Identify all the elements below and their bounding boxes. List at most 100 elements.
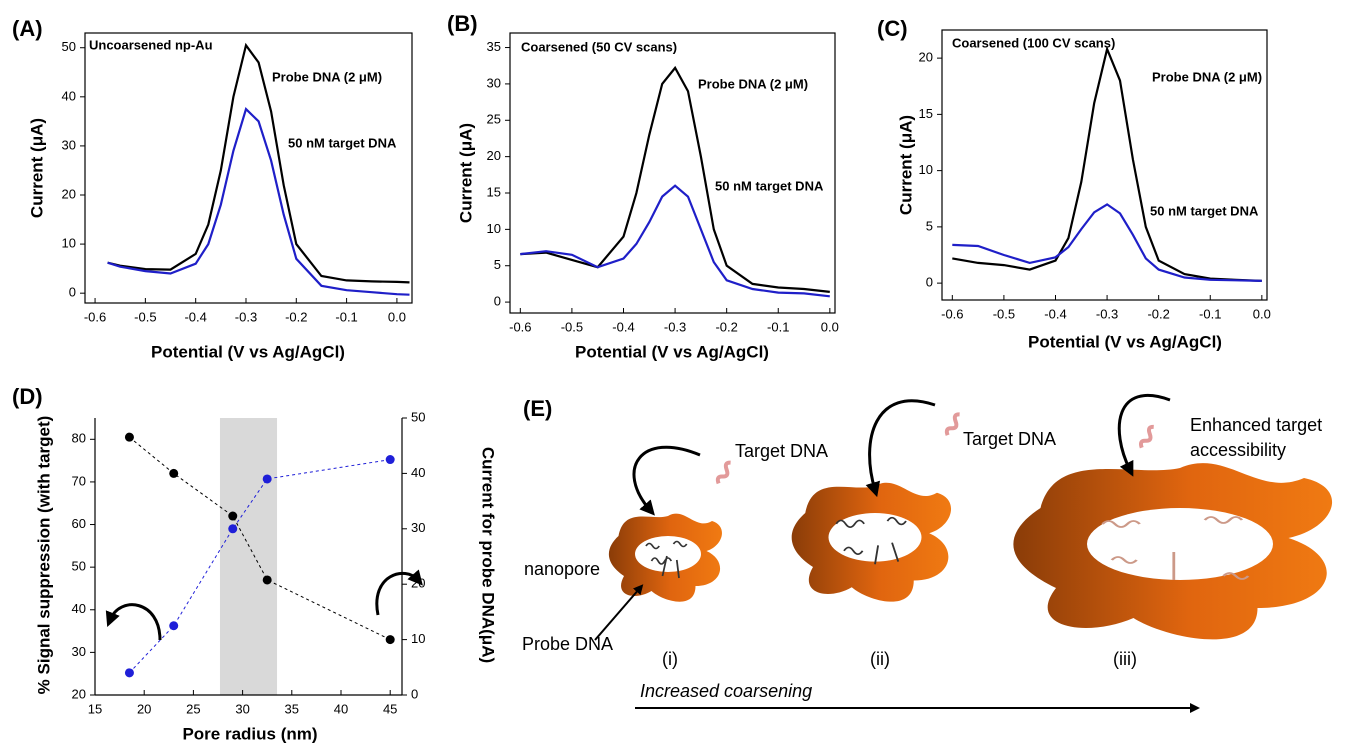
- x-tick-label: -0.3: [664, 319, 686, 334]
- y-tick-label: 20: [919, 50, 933, 65]
- point: [262, 575, 272, 585]
- annotation: Probe DNA (2 μM): [272, 69, 382, 84]
- y2-tick-label: 0: [411, 686, 418, 701]
- x-tick-label: -0.5: [561, 319, 583, 334]
- y-tick-label: 20: [62, 186, 76, 201]
- point: [385, 455, 395, 465]
- x-tick-label: -0.5: [993, 306, 1015, 321]
- x-axis-label: Potential (V vs Ag/AgCl): [151, 342, 345, 361]
- y2-tick-label: 20: [411, 576, 425, 591]
- x-tick-label: 35: [285, 701, 299, 716]
- point: [124, 668, 134, 678]
- x-tick-label: -0.3: [1096, 306, 1118, 321]
- chart-title: Coarsened (100 CV scans): [952, 35, 1115, 50]
- y2-tick-label: 50: [411, 409, 425, 424]
- series-line: [520, 65, 830, 293]
- x-tick-label: 0.0: [388, 309, 406, 324]
- x-tick-label: -0.5: [134, 309, 156, 324]
- x-tick-label: -0.3: [235, 309, 257, 324]
- x-tick-label: 45: [383, 701, 397, 716]
- nanopore-ii: [791, 482, 952, 602]
- y2-axis-label: Current for probe DNA(μA): [479, 447, 498, 663]
- y-tick-label: 30: [62, 137, 76, 152]
- stage-label: (ii): [870, 649, 890, 669]
- point: [228, 511, 238, 521]
- y-axis-label: Current (μA): [27, 118, 46, 218]
- target-label: Target DNA: [735, 441, 828, 461]
- point: [385, 635, 395, 645]
- target-label: Target DNA: [963, 429, 1056, 449]
- enhanced-label: Enhanced target: [1190, 415, 1322, 435]
- y-axis-label: Current (μA): [456, 123, 475, 223]
- y2-tick-label: 30: [411, 520, 425, 535]
- y-tick-label: 10: [919, 162, 933, 177]
- y-tick-label: 40: [72, 601, 86, 616]
- shaded-range: [219, 418, 278, 695]
- y2-tick-label: 10: [411, 631, 425, 646]
- stage-label: (iii): [1113, 649, 1137, 669]
- panel-label: (E): [523, 396, 552, 421]
- annotation: Probe DNA (2 μM): [1152, 69, 1262, 84]
- plot-frame: [941, 29, 1268, 301]
- y-tick-label: 20: [487, 148, 501, 163]
- diagram: (E) Target DNA Target DNA Enhanced targe…: [522, 393, 1333, 713]
- y-tick-label: 30: [72, 644, 86, 659]
- y-tick-label: 0: [926, 275, 933, 290]
- y-tick-label: 50: [72, 559, 86, 574]
- y-tick-label: 30: [487, 75, 501, 90]
- x-tick-label: -0.2: [285, 309, 307, 324]
- y-tick-label: 60: [72, 516, 86, 531]
- curl-arrow: [105, 603, 162, 641]
- y-tick-label: 10: [62, 236, 76, 251]
- x-axis-label: Potential (V vs Ag/AgCl): [575, 342, 769, 361]
- x-tick-label: -0.2: [1147, 306, 1169, 321]
- panel-label: (A): [12, 16, 43, 41]
- x-tick-label: 0.0: [821, 319, 839, 334]
- point: [169, 468, 179, 478]
- x-tick-label: -0.1: [335, 309, 357, 324]
- y-tick-label: 0: [69, 285, 76, 300]
- y-tick-label: 0: [494, 294, 501, 309]
- y-tick-label: 5: [494, 257, 501, 272]
- curl-arrow: [375, 569, 423, 616]
- plot-frame: [84, 32, 413, 304]
- x-axis-label: Potential (V vs Ag/AgCl): [1028, 332, 1222, 351]
- x-tick-label: 20: [137, 701, 151, 716]
- x-tick-label: -0.4: [1044, 306, 1066, 321]
- y-tick-label: 10: [487, 221, 501, 236]
- stage-label: (i): [662, 649, 678, 669]
- nanopore-i: [608, 513, 722, 602]
- x-tick-label: -0.1: [1199, 306, 1221, 321]
- annotation: Probe DNA (2 μM): [698, 76, 808, 91]
- plot-frame: [509, 32, 836, 314]
- probe-label: Probe DNA: [522, 634, 613, 654]
- y-tick-label: 40: [62, 88, 76, 103]
- y2-tick-label: 40: [411, 465, 425, 480]
- y-axis-label: % Signal suppression (with target): [34, 416, 53, 695]
- series-line: [107, 107, 410, 296]
- point: [228, 524, 238, 534]
- x-tick-label: -0.6: [84, 309, 106, 324]
- x-tick-label: -0.4: [184, 309, 206, 324]
- panel-label: (B): [447, 11, 478, 36]
- y-tick-label: 80: [72, 431, 86, 446]
- x-tick-label: -0.6: [509, 319, 531, 334]
- panel-label: (D): [12, 384, 43, 409]
- arrow-label: Increased coarsening: [640, 681, 812, 701]
- series-line: [520, 184, 830, 298]
- annotation: 50 nM target DNA: [1150, 203, 1259, 218]
- y-tick-label: 5: [926, 218, 933, 233]
- y-tick-label: 50: [62, 39, 76, 54]
- x-axis-label: Pore radius (nm): [182, 724, 317, 743]
- series-line: [107, 42, 410, 284]
- chart-title: Coarsened (50 CV scans): [521, 39, 677, 54]
- point: [262, 474, 272, 484]
- series-line: [129, 459, 391, 674]
- annotation: 50 nM target DNA: [288, 135, 397, 150]
- panel-label: (C): [877, 16, 908, 41]
- chart-title: Uncoarsened np-Au: [89, 37, 213, 52]
- x-tick-label: -0.1: [767, 319, 789, 334]
- enhanced-label: accessibility: [1190, 440, 1286, 460]
- x-tick-label: 15: [88, 701, 102, 716]
